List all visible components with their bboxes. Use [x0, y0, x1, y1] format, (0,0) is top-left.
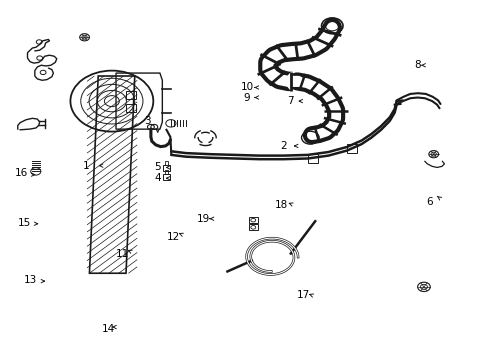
Bar	[249, 225, 258, 230]
Text: 11: 11	[116, 248, 129, 258]
Text: 16: 16	[15, 168, 28, 178]
Text: 10: 10	[240, 82, 253, 93]
Bar	[125, 104, 136, 112]
Text: 19: 19	[196, 215, 209, 224]
Text: 14: 14	[101, 324, 114, 334]
Bar	[249, 217, 258, 223]
Bar	[162, 165, 170, 171]
Text: 8: 8	[413, 60, 420, 70]
Bar	[162, 174, 170, 180]
Text: 12: 12	[167, 232, 180, 242]
Text: 17: 17	[296, 290, 309, 300]
Bar	[346, 144, 356, 153]
Text: 9: 9	[243, 93, 250, 103]
Text: 3: 3	[143, 116, 150, 126]
Text: 2: 2	[280, 141, 286, 151]
Bar	[125, 91, 136, 99]
Text: 15: 15	[18, 218, 31, 228]
Text: 18: 18	[274, 200, 287, 210]
Text: 4: 4	[154, 173, 161, 183]
Text: 5: 5	[154, 162, 161, 172]
Text: 1: 1	[82, 161, 89, 171]
Bar	[307, 154, 317, 163]
Text: 13: 13	[23, 275, 37, 285]
Text: 6: 6	[426, 197, 432, 207]
Bar	[164, 170, 168, 174]
Bar	[164, 161, 168, 165]
Text: 7: 7	[287, 96, 294, 106]
